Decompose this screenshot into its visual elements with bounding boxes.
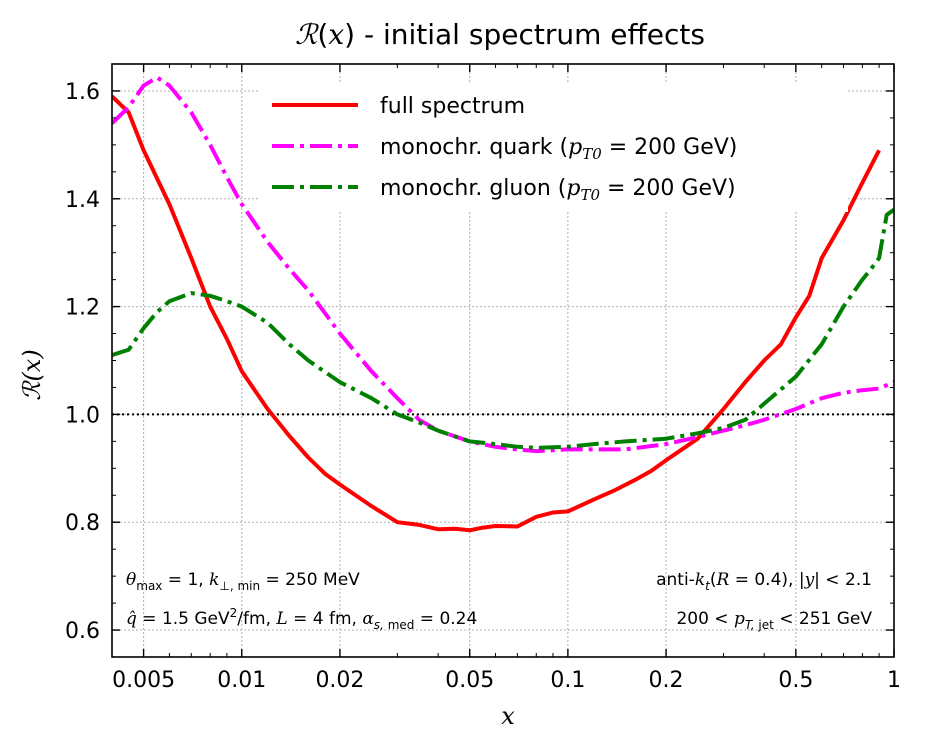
- series-line-2: [112, 207, 894, 450]
- y-tick-label-2: 1.0: [65, 403, 100, 428]
- legend-label-gluon: monochr. gluon (pT0 = 200 GeV): [380, 176, 736, 204]
- y-tick-label-5: 1.6: [65, 80, 100, 105]
- x-tick-label-5: 0.2: [649, 668, 684, 693]
- series-line-1: [112, 75, 894, 454]
- x-tick-label-2: 0.02: [315, 668, 364, 693]
- y-tick-label-3: 1.2: [65, 296, 100, 321]
- x-tick-label-1: 0.01: [217, 668, 266, 693]
- x-axis-label: x: [501, 702, 515, 730]
- title-symbol: ℛ: [295, 18, 319, 51]
- x-tick-label-3: 0.05: [445, 668, 494, 693]
- x-tick-label-0: 0.005: [112, 668, 175, 693]
- grid: [112, 64, 894, 657]
- title-x: x: [328, 18, 344, 51]
- y-axis-label: ℛ(x): [18, 349, 46, 400]
- x-tick-label-4: 0.1: [550, 668, 585, 693]
- series-layer: [112, 75, 894, 533]
- annotation-qhat-L-alpha: q̂ = 1.5 GeV2/fm, L = 4 fm, αs, med = 0.…: [126, 606, 477, 632]
- annotation-pt-jet: 200 < pT, jet < 251 GeV: [676, 609, 872, 632]
- annotation-theta-kperp: θmax = 1, k⊥, min = 250 MeV: [126, 570, 360, 593]
- legend-label-full-spectrum: full spectrum: [380, 94, 525, 119]
- annotation-anti-kt: anti-kt(R = 0.4), |y| < 2.1: [656, 570, 872, 593]
- x-tick-label-6: 0.5: [778, 668, 813, 693]
- legend: full spectrum monochr. quark (pT0 = 200 …: [258, 84, 848, 212]
- x-tick-label-7: 1: [887, 668, 901, 693]
- y-tick-label-4: 1.4: [65, 188, 100, 213]
- y-tick-label-0: 0.6: [65, 619, 100, 644]
- series-line-0: [112, 94, 881, 533]
- chart-title: ℛ(x) - initial spectrum effects: [295, 18, 705, 51]
- annotations: θmax = 1, k⊥, min = 250 MeV q̂ = 1.5 GeV…: [126, 570, 872, 632]
- legend-label-quark: monochr. quark (pT0 = 200 GeV): [380, 135, 737, 163]
- axis-ticks: 0.005 0.01 0.02 0.05 0.1 0.2 0.5 1 0.6 0.8 1.0 1.2 1…: [65, 64, 901, 693]
- title-text: (: [317, 18, 328, 51]
- title-rest: ) - initial spectrum effects: [344, 18, 705, 51]
- y-tick-label-1: 0.8: [65, 511, 100, 536]
